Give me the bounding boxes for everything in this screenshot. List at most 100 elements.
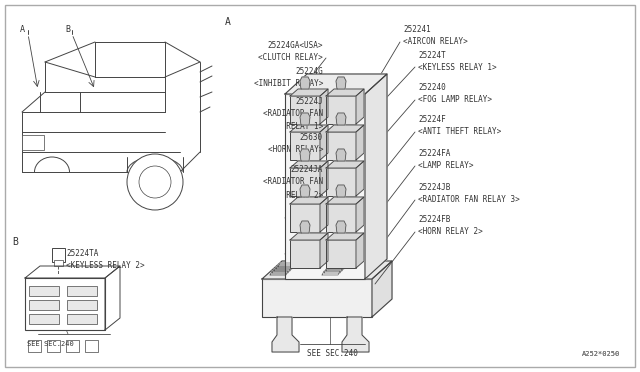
Text: <LAMP RELAY>: <LAMP RELAY>	[418, 161, 474, 170]
Polygon shape	[336, 113, 346, 125]
Text: 252241: 252241	[403, 26, 431, 35]
Polygon shape	[320, 233, 328, 268]
Text: B: B	[12, 237, 18, 247]
Polygon shape	[326, 233, 364, 240]
Polygon shape	[300, 221, 310, 233]
Polygon shape	[356, 233, 364, 268]
Bar	[25, 278, 105, 330]
Polygon shape	[356, 125, 364, 160]
Text: B: B	[65, 26, 70, 35]
Polygon shape	[356, 197, 364, 232]
Text: 25224G: 25224G	[295, 67, 323, 77]
Polygon shape	[356, 89, 364, 124]
Polygon shape	[322, 271, 340, 275]
Polygon shape	[278, 263, 296, 267]
Text: 25224F: 25224F	[418, 115, 445, 125]
Bar	[290, 132, 320, 160]
Text: <KEYLESS RELAY 2>: <KEYLESS RELAY 2>	[66, 262, 145, 270]
Bar	[66, 340, 79, 352]
Polygon shape	[324, 269, 342, 273]
Polygon shape	[300, 149, 310, 161]
Bar	[290, 96, 320, 124]
Polygon shape	[300, 113, 310, 125]
Text: 252240: 252240	[418, 83, 445, 93]
Bar	[28, 340, 41, 352]
Text: <RADIATOR FAN: <RADIATOR FAN	[263, 109, 323, 119]
Polygon shape	[326, 125, 364, 132]
Text: <FOG LAMP RELAY>: <FOG LAMP RELAY>	[418, 96, 492, 105]
Text: RELAY 2>: RELAY 2>	[276, 190, 323, 199]
Polygon shape	[300, 185, 310, 197]
Bar	[67, 300, 97, 310]
Text: 25224JB: 25224JB	[418, 183, 451, 192]
Text: <AIRCON RELAY>: <AIRCON RELAY>	[403, 38, 468, 46]
Text: 25224GA<USA>: 25224GA<USA>	[268, 42, 323, 51]
Text: A252*0250: A252*0250	[582, 351, 620, 357]
Polygon shape	[326, 197, 364, 204]
Polygon shape	[365, 74, 387, 279]
Bar	[326, 204, 356, 232]
Polygon shape	[320, 161, 328, 196]
Polygon shape	[290, 161, 328, 168]
Text: SEE SEC.240: SEE SEC.240	[307, 350, 357, 359]
Polygon shape	[290, 125, 328, 132]
Polygon shape	[285, 74, 387, 94]
Text: 25630: 25630	[300, 134, 323, 142]
Text: <RADIATOR FAN: <RADIATOR FAN	[263, 177, 323, 186]
Text: 25224FB: 25224FB	[418, 215, 451, 224]
Bar	[326, 132, 356, 160]
Polygon shape	[336, 221, 346, 233]
Polygon shape	[276, 265, 294, 269]
Bar	[290, 204, 320, 232]
Polygon shape	[326, 89, 364, 96]
Bar	[29, 314, 59, 324]
Polygon shape	[336, 77, 346, 89]
Polygon shape	[328, 265, 346, 269]
Bar	[52, 248, 65, 262]
Bar	[54, 260, 63, 266]
Text: 25224JA: 25224JA	[291, 166, 323, 174]
Bar	[29, 286, 59, 296]
Text: A: A	[20, 26, 25, 35]
Text: <HORN RELAY>: <HORN RELAY>	[268, 145, 323, 154]
Text: RELAY 1>: RELAY 1>	[276, 122, 323, 131]
Polygon shape	[336, 149, 346, 161]
Text: 25224J: 25224J	[295, 97, 323, 106]
Polygon shape	[320, 197, 328, 232]
Polygon shape	[290, 197, 328, 204]
Polygon shape	[272, 269, 290, 273]
Circle shape	[139, 166, 171, 198]
Polygon shape	[330, 263, 348, 267]
Polygon shape	[290, 89, 328, 96]
Bar	[47, 340, 60, 352]
Polygon shape	[372, 261, 392, 317]
Polygon shape	[300, 77, 310, 89]
Polygon shape	[272, 317, 299, 352]
Bar	[67, 314, 97, 324]
Text: <ANTI THEFT RELAY>: <ANTI THEFT RELAY>	[418, 128, 501, 137]
Text: <INHIBIT RELAY>: <INHIBIT RELAY>	[253, 80, 323, 89]
Bar	[326, 96, 356, 124]
Text: A252*0250: A252*0250	[582, 351, 620, 357]
Text: 25224FA: 25224FA	[418, 150, 451, 158]
Polygon shape	[270, 271, 288, 275]
Polygon shape	[320, 89, 328, 124]
Text: 25224T: 25224T	[418, 51, 445, 60]
Text: 25224TA: 25224TA	[66, 250, 99, 259]
Polygon shape	[336, 185, 346, 197]
Polygon shape	[320, 125, 328, 160]
Polygon shape	[262, 261, 392, 279]
Bar	[326, 168, 356, 196]
Bar	[290, 168, 320, 196]
Circle shape	[127, 154, 183, 210]
Text: <HORN RELAY 2>: <HORN RELAY 2>	[418, 228, 483, 237]
Polygon shape	[290, 233, 328, 240]
Polygon shape	[326, 161, 364, 168]
Bar	[67, 286, 97, 296]
Bar	[290, 240, 320, 268]
Text: <KEYLESS RELAY 1>: <KEYLESS RELAY 1>	[418, 62, 497, 71]
Bar	[22, 135, 44, 150]
Text: A: A	[225, 17, 231, 27]
Polygon shape	[274, 267, 292, 271]
Text: <CLUTCH RELAY>: <CLUTCH RELAY>	[259, 54, 323, 62]
